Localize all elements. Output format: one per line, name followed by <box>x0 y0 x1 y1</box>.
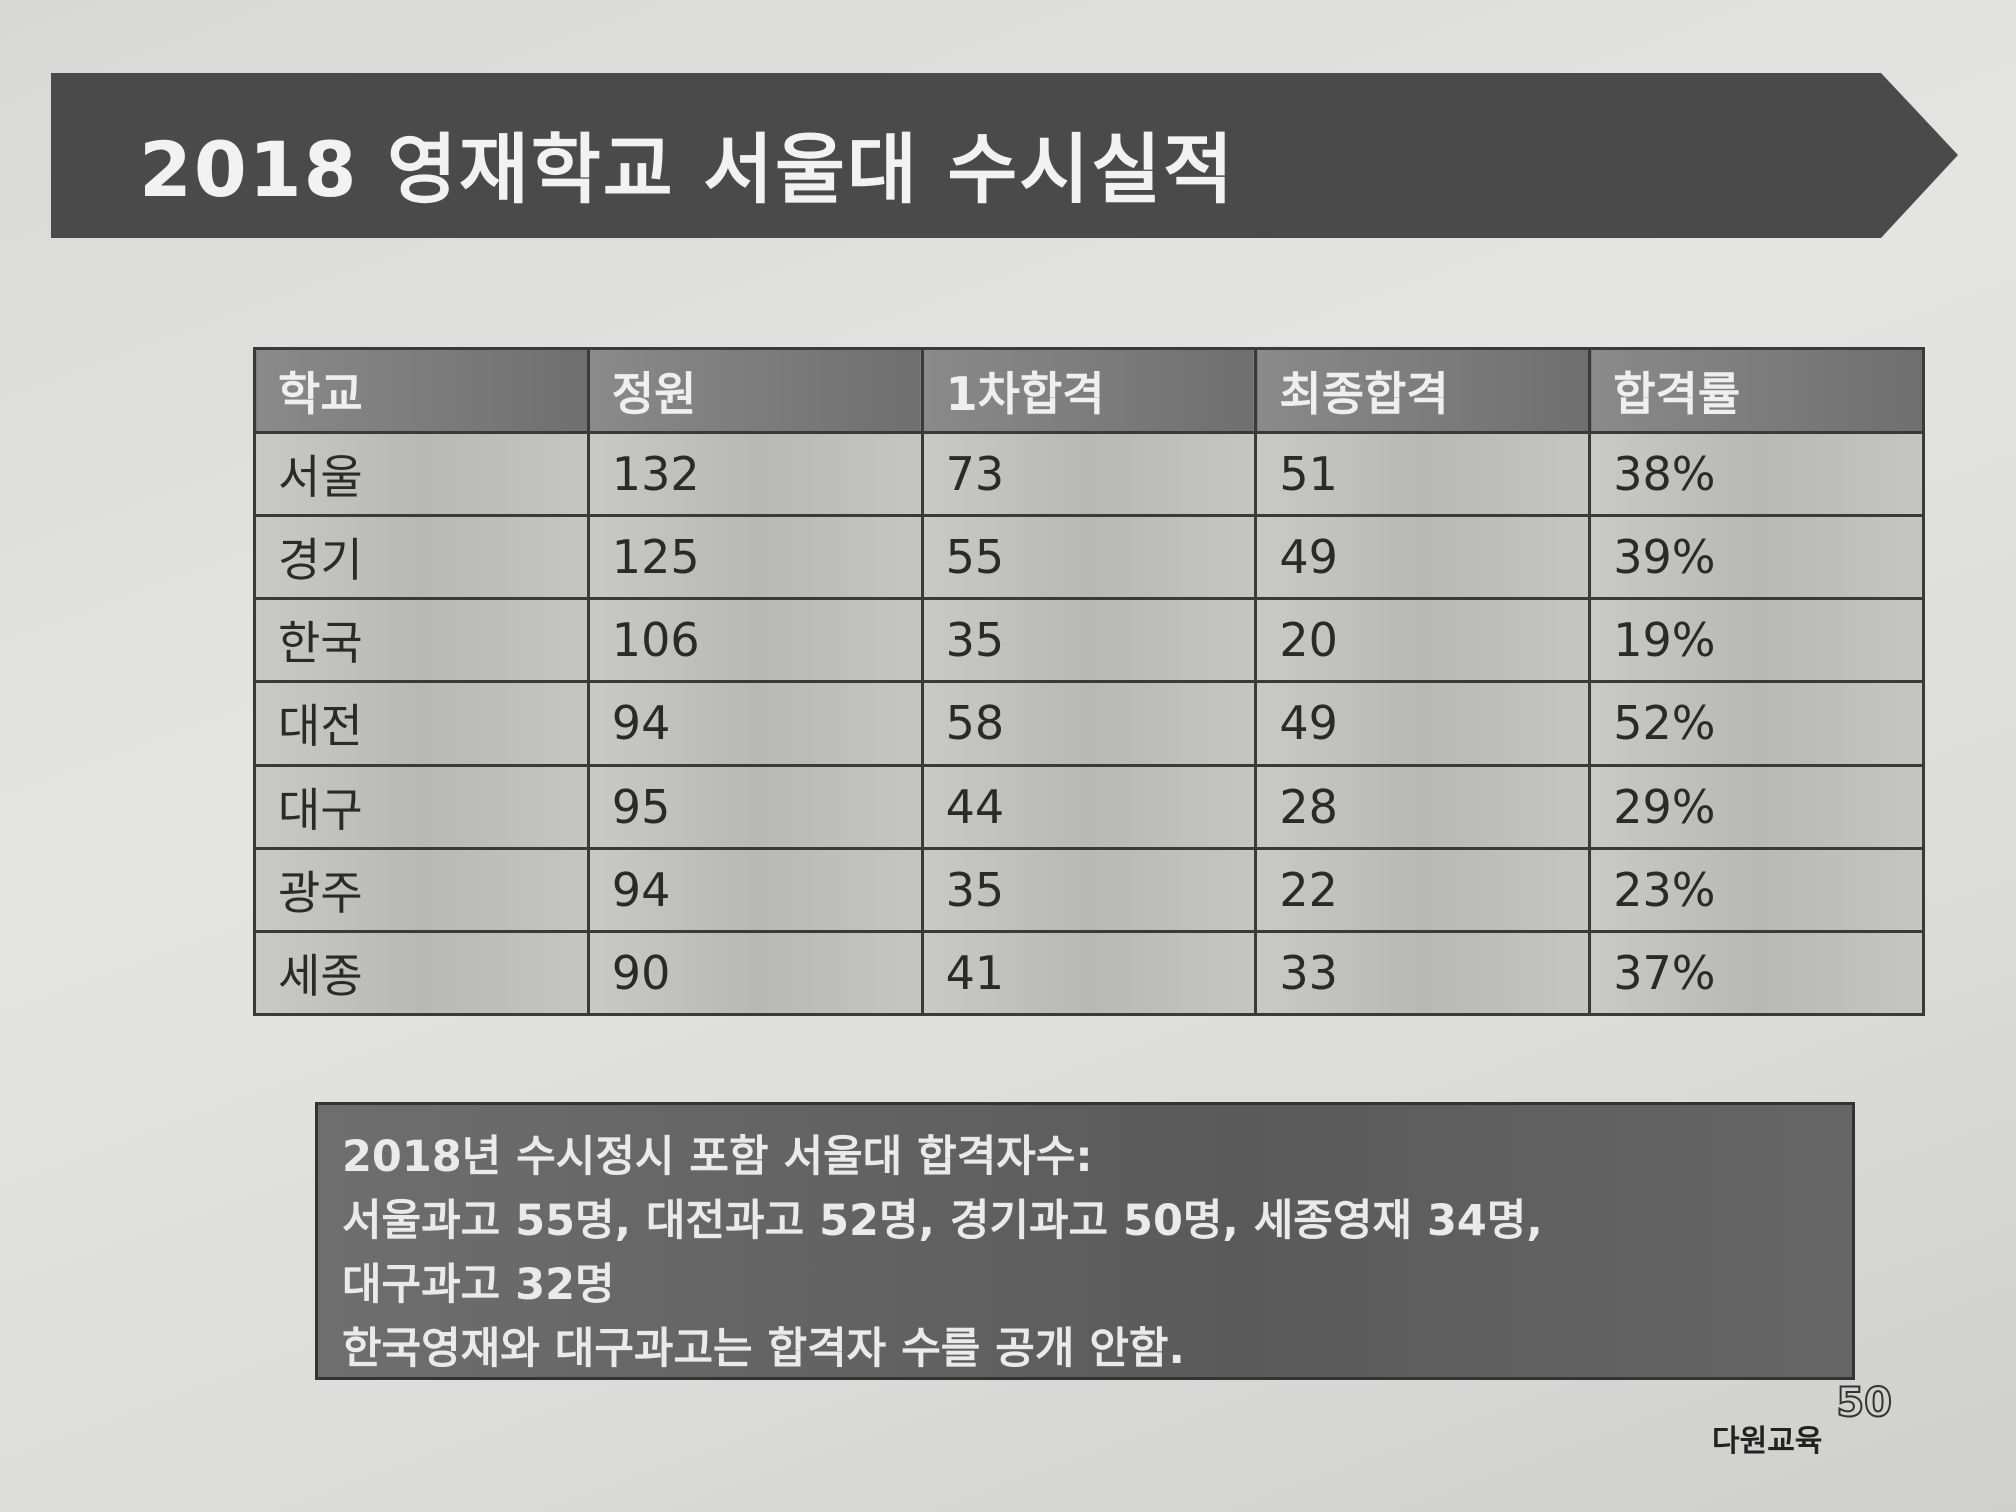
logo-text: 다원교육 <box>1712 1424 1823 1459</box>
logo-mark: 50 <box>1835 1379 1893 1427</box>
table-cell: 41 <box>920 929 1258 1017</box>
title-banner <box>51 73 1958 238</box>
table-cell: 58 <box>920 680 1258 767</box>
table-row: 한국 106 35 20 19% <box>253 597 1925 684</box>
table-cell: 서울 <box>253 430 590 518</box>
table-cell: 90 <box>586 929 924 1017</box>
table-cell: 33 <box>1254 929 1592 1017</box>
note-line: 2018년 수시정시 포함 서울대 합격자수: <box>342 1132 1093 1182</box>
note-line: 서울과고 55명, 대전과고 52명, 경기과고 50명, 세종영재 34명, <box>342 1196 1543 1246</box>
title: 2018 영재학교 서울대 수시실적 <box>139 125 1236 214</box>
table-cell: 28 <box>1254 763 1592 850</box>
table-cell: 19% <box>1588 597 1925 684</box>
table-body: 서울 132 73 51 38% 경기 125 55 49 39% 한국 106 35 20 19% 대전 94… <box>253 430 1925 1017</box>
column-header: 학교 <box>253 347 590 434</box>
table-cell: 23% <box>1588 846 1925 933</box>
table-cell: 광주 <box>253 846 590 933</box>
header-row: 학교 정원 1차합격 최종합격 합격률 <box>253 347 1925 434</box>
table-cell: 132 <box>586 430 924 518</box>
table-row: 대전 94 58 49 52% <box>253 680 1925 767</box>
table-cell: 44 <box>920 763 1258 850</box>
table-cell: 세종 <box>253 929 590 1017</box>
table-cell: 39% <box>1588 514 1925 601</box>
table-cell: 49 <box>1254 514 1592 601</box>
results-table: 학교 정원 1차합격 최종합격 합격률 서울 132 73 51 38% 경기 125 55 49 39%… <box>253 347 1925 1017</box>
table-cell: 94 <box>586 680 924 767</box>
table-row: 광주 94 35 22 23% <box>253 846 1925 933</box>
table-cell: 51 <box>1254 430 1592 518</box>
table-cell: 38% <box>1588 430 1925 518</box>
note-line: 한국영재와 대구과고는 합격자 수를 공개 안함. <box>342 1324 1185 1374</box>
table-cell: 125 <box>586 514 924 601</box>
table-cell: 대전 <box>253 680 590 767</box>
table-row: 경기 125 55 49 39% <box>253 514 1925 601</box>
table-cell: 대구 <box>253 763 590 850</box>
table-cell: 한국 <box>253 597 590 684</box>
table-cell: 95 <box>586 763 924 850</box>
table-row: 서울 132 73 51 38% <box>253 430 1925 518</box>
table-cell: 49 <box>1254 680 1592 767</box>
column-header: 합격률 <box>1588 347 1925 434</box>
table-cell: 52% <box>1588 680 1925 767</box>
table-cell: 35 <box>920 597 1258 684</box>
logo: 50 다원교육 <box>1712 1379 1893 1460</box>
table-row: 세종 90 41 33 37% <box>253 929 1925 1017</box>
table-cell: 경기 <box>253 514 590 601</box>
table-cell: 35 <box>920 846 1258 933</box>
table-cell: 73 <box>920 430 1258 518</box>
note-line: 대구과고 32명 <box>342 1260 615 1310</box>
note-box: 2018년 수시정시 포함 서울대 합격자수: 서울과고 55명, 대전과고 52… <box>315 1102 1855 1380</box>
table-cell: 20 <box>1254 597 1592 684</box>
table-cell: 94 <box>586 846 924 933</box>
table-row: 대구 95 44 28 29% <box>253 763 1925 850</box>
table-cell: 106 <box>586 597 924 684</box>
table-cell: 37% <box>1588 929 1925 1017</box>
column-header: 정원 <box>586 347 924 434</box>
table-cell: 55 <box>920 514 1258 601</box>
column-header: 최종합격 <box>1254 347 1592 434</box>
banner-arrow <box>51 73 1958 238</box>
table-cell: 29% <box>1588 763 1925 850</box>
column-header: 1차합격 <box>920 347 1258 434</box>
table-cell: 22 <box>1254 846 1592 933</box>
